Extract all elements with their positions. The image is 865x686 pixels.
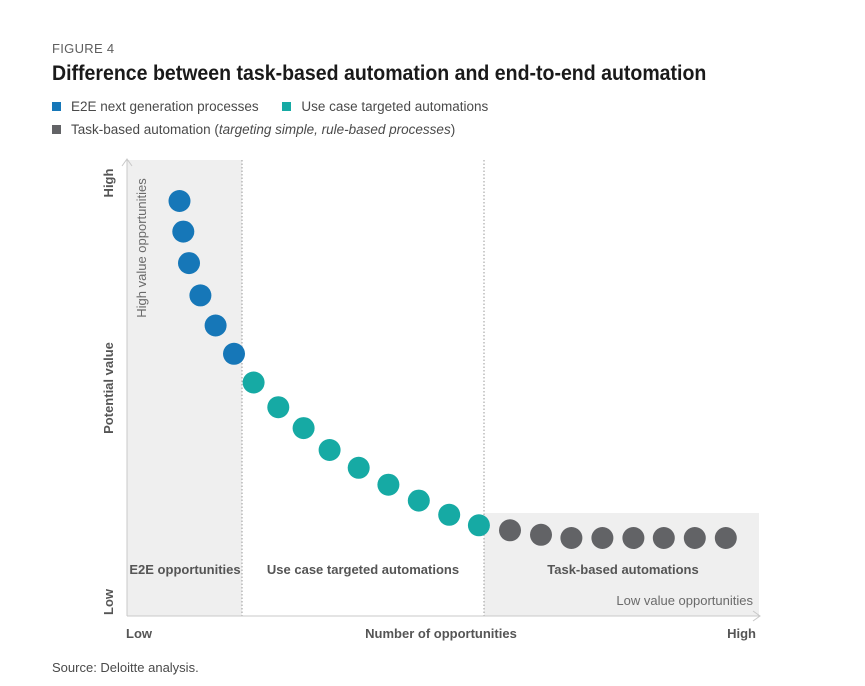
data-points [168,190,737,549]
legend-label-task-based-suffix: ) [450,122,456,137]
x-high-label: High [727,626,756,641]
legend-label-task-based-italic: targeting simple, rule-based processes [218,122,451,137]
legend-swatch-e2e [52,102,61,111]
point-e2e-next-generation-processes-5 [204,314,227,337]
legend-label-use-case: Use case targeted automations [301,99,489,114]
point-use-case-targeted-automations-3 [292,417,315,440]
point-use-case-targeted-automations-4 [318,439,341,461]
low-value-annotation: Low value opportunities [616,593,753,608]
point-use-case-targeted-automations-2 [267,396,290,419]
high-value-annotation: High value opportunities [134,178,149,318]
legend-item-e2e: E2E next generation processes [52,99,259,114]
point-use-case-targeted-automations-7 [407,489,430,512]
y-axis-label: Potential value [101,342,116,434]
legend: E2E next generation processes Use case t… [52,99,508,114]
point-e2e-next-generation-processes-4 [189,284,212,307]
legend-item-use-case: Use case targeted automations [282,99,488,114]
legend-item-task-based: Task-based automation (targeting simple,… [52,122,455,137]
point-task-based-automation-7 [683,527,706,549]
point-e2e-next-generation-processes-2 [172,220,195,243]
point-task-based-automation-3 [560,527,583,549]
x-axis-label: Number of opportunities [365,626,517,641]
region-label-task-based: Task-based automations [547,562,698,577]
point-task-based-automation-5 [622,527,645,549]
region-label-use-case: Use case targeted automations [267,562,459,577]
y-high-label: High [101,169,116,198]
point-e2e-next-generation-processes-1 [168,190,191,212]
y-axis-arrow [121,158,133,167]
source-note: Source: Deloitte analysis. [52,660,199,675]
point-e2e-next-generation-processes-3 [178,252,200,275]
region-task-based-shade [484,513,759,616]
point-use-case-targeted-automations-5 [347,456,370,479]
chart-title: Difference between task-based automation… [52,62,707,85]
point-use-case-targeted-automations-9 [467,514,490,537]
legend-swatch-task-based [52,125,61,134]
point-task-based-automation-1 [499,519,521,542]
point-task-based-automation-6 [652,527,675,549]
point-use-case-targeted-automations-6 [377,473,400,496]
figure-label: FIGURE 4 [52,41,115,56]
x-low-label: Low [126,626,153,641]
y-low-label: Low [101,588,116,615]
legend-swatch-use-case [282,102,292,111]
point-task-based-automation-8 [714,527,737,549]
legend-label-task-based: Task-based automation ( [71,122,219,137]
x-axis-arrow [752,610,761,622]
point-use-case-targeted-automations-8 [438,503,461,526]
legend-label-e2e: E2E next generation processes [71,99,259,114]
point-task-based-automation-2 [530,523,552,546]
point-task-based-automation-4 [591,527,614,549]
region-label-e2e: E2E opportunities [129,562,240,577]
point-use-case-targeted-automations-1 [242,371,265,394]
legend-row-2: Task-based automation (targeting simple,… [52,122,475,137]
point-e2e-next-generation-processes-6 [223,342,245,365]
